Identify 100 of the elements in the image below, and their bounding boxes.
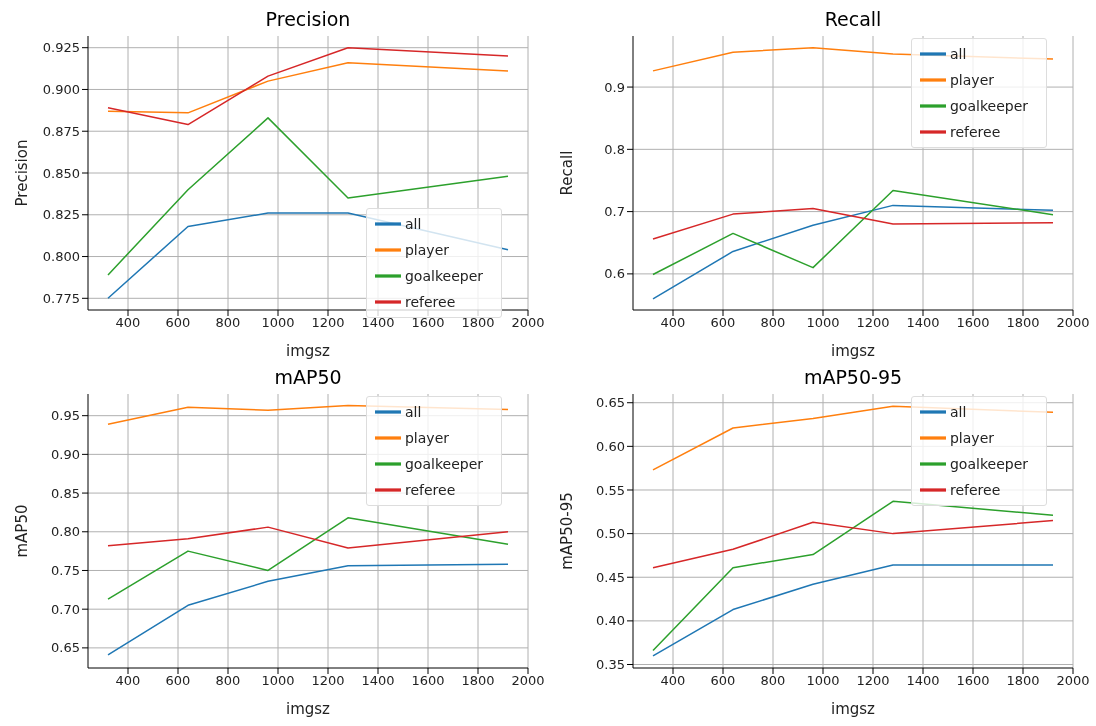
legend-label: goalkeeper [404,267,483,284]
line-series [107,46,509,126]
legend-label: player [404,241,449,258]
legend-label: all [949,403,967,420]
y-tick-label: 0.70 [51,601,80,617]
y-tick-label: 0.800 [42,249,80,265]
x-tick-label: 2000 [511,673,545,689]
x-tick-label: 1200 [311,315,345,331]
x-tick-label: 1800 [1006,315,1040,331]
x-tick-label: 400 [115,673,141,689]
y-tick-label: 0.75 [51,563,80,579]
x-tick-label: 1600 [411,315,445,331]
y-tick-label: 0.80 [51,524,80,540]
x-tick-label: 1000 [261,315,295,331]
x-tick-label: 1400 [906,673,940,689]
chart-title: mAP50 [273,366,343,390]
x-tick-label: 1000 [261,673,295,689]
x-tick-label: 600 [165,673,191,689]
legend-label: all [404,403,422,420]
legend-label: goalkeeper [949,455,1028,472]
x-tick-label: 800 [760,315,786,331]
x-tick-label: 800 [215,673,241,689]
legend-label: referee [404,293,456,310]
x-tick-label: 1200 [856,673,890,689]
y-tick-label: 0.8 [604,141,625,157]
x-tick-label: 1200 [856,315,890,331]
y-tick-label: 0.9 [604,79,625,95]
y-axis-title: mAP50 [13,504,32,558]
x-tick-label: 1000 [806,673,840,689]
x-tick-label: 1400 [361,673,395,689]
legend-label: goalkeeper [949,97,1028,114]
x-tick-label: 400 [660,673,686,689]
y-tick-label: 0.50 [596,526,625,542]
legend-label: player [404,429,449,446]
y-tick-label: 0.35 [596,657,625,673]
x-axis-title: imgsz [831,700,876,718]
legend-label: player [949,71,994,88]
line-series [107,517,509,600]
y-tick-label: 0.775 [42,290,80,306]
chart-title: mAP50-95 [802,366,904,390]
y-tick-label: 0.875 [42,123,80,139]
y-tick-label: 0.65 [596,395,625,411]
x-tick-label: 1800 [461,673,495,689]
y-tick-label: 0.925 [42,40,80,56]
line-series [652,189,1054,276]
x-tick-label: 800 [215,315,241,331]
y-axis-title: mAP50-95 [558,492,577,570]
line-series [107,563,509,656]
y-tick-label: 0.55 [596,482,625,498]
x-tick-label: 600 [710,315,736,331]
y-tick-label: 0.40 [596,613,625,629]
line-series [652,519,1054,569]
y-tick-label: 0.900 [42,82,80,98]
x-tick-label: 2000 [1056,673,1090,689]
y-axis-title: Recall [558,150,577,196]
legend-label: all [404,215,422,232]
legend-label: referee [949,481,1001,498]
y-tick-label: 0.65 [51,640,80,656]
chart-title: Recall [823,8,883,32]
legend-label: goalkeeper [404,455,483,472]
line-series [652,204,1054,300]
x-tick-label: 1800 [1006,673,1040,689]
x-tick-label: 400 [660,315,686,331]
x-tick-label: 1800 [461,315,495,331]
line-series [107,61,509,114]
x-tick-label: 1400 [361,315,395,331]
legend-label: referee [949,123,1001,140]
x-tick-label: 400 [115,315,141,331]
x-tick-label: 2000 [511,315,545,331]
y-tick-label: 0.60 [596,438,625,454]
x-axis-title: imgsz [831,342,876,360]
x-tick-label: 2000 [1056,315,1090,331]
x-axis-title: imgsz [286,700,331,718]
line-series [652,207,1054,240]
legend-label: player [949,429,994,446]
x-tick-label: 1600 [956,673,990,689]
x-tick-label: 600 [165,315,191,331]
y-tick-label: 0.825 [42,207,80,223]
y-tick-label: 0.45 [596,569,625,585]
y-tick-label: 0.6 [604,266,625,282]
legend-label: all [949,45,967,62]
y-tick-label: 0.7 [604,204,625,220]
line-series [107,526,509,549]
x-tick-label: 1600 [956,315,990,331]
y-tick-label: 0.850 [42,165,80,181]
y-tick-label: 0.90 [51,446,80,462]
x-tick-label: 800 [760,673,786,689]
x-tick-label: 1200 [311,673,345,689]
x-axis-title: imgsz [286,342,331,360]
line-series [652,564,1054,657]
y-tick-label: 0.85 [51,485,80,501]
x-tick-label: 600 [710,673,736,689]
y-tick-label: 0.95 [51,408,80,424]
chart-title: Precision [264,8,352,32]
x-tick-label: 1600 [411,673,445,689]
x-tick-label: 1000 [806,315,840,331]
x-tick-label: 1400 [906,315,940,331]
y-axis-title: Precision [13,139,32,207]
legend-label: referee [404,481,456,498]
line-series [652,500,1054,652]
